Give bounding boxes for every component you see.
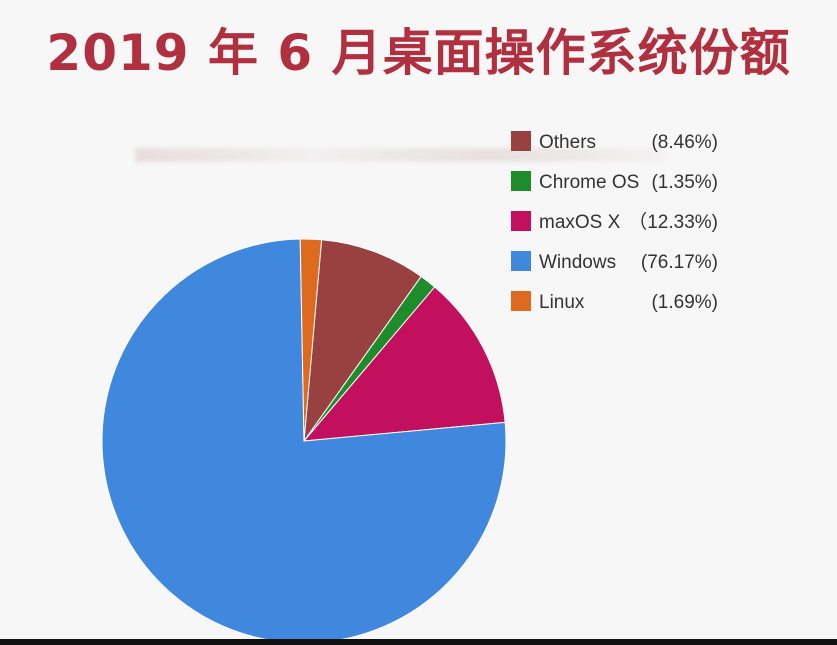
legend-value-maxos-x: （12.33%) bbox=[628, 211, 718, 233]
pie-slice-others bbox=[303, 239, 422, 443]
chart-title: 2019 年 6 月桌面操作系统份额 bbox=[46, 24, 791, 82]
legend-swatch-linux bbox=[511, 291, 531, 311]
legend-value-chrome-os: (1.35%) bbox=[651, 172, 718, 193]
legend: Others (8.46%) Chrome OS (1.35%) maxOS X （12.… bbox=[511, 131, 718, 313]
legend-label-chrome-os: Chrome OS bbox=[539, 172, 639, 193]
pie-slice-maxos-x bbox=[302, 286, 506, 442]
blurred-text-strip bbox=[135, 148, 665, 162]
legend-swatch-others bbox=[511, 131, 531, 151]
legend-value-others: (8.46%) bbox=[651, 132, 718, 153]
legend-value-linux: (1.69%) bbox=[651, 292, 718, 313]
legend-label-linux: Linux bbox=[539, 292, 585, 313]
legend-value-windows: (76.17%) bbox=[641, 252, 718, 273]
pie-slices bbox=[101, 238, 507, 644]
bottom-border bbox=[0, 639, 837, 645]
legend-swatch-chrome-os bbox=[511, 171, 531, 191]
legend-swatch-maxos-x bbox=[511, 211, 531, 231]
pie-slice-linux bbox=[299, 238, 323, 442]
legend-swatch-windows bbox=[511, 251, 531, 271]
legend-label-maxos-x: maxOS X bbox=[539, 212, 621, 233]
legend-label-others: Others bbox=[539, 132, 596, 153]
legend-label-windows: Windows bbox=[539, 252, 616, 273]
